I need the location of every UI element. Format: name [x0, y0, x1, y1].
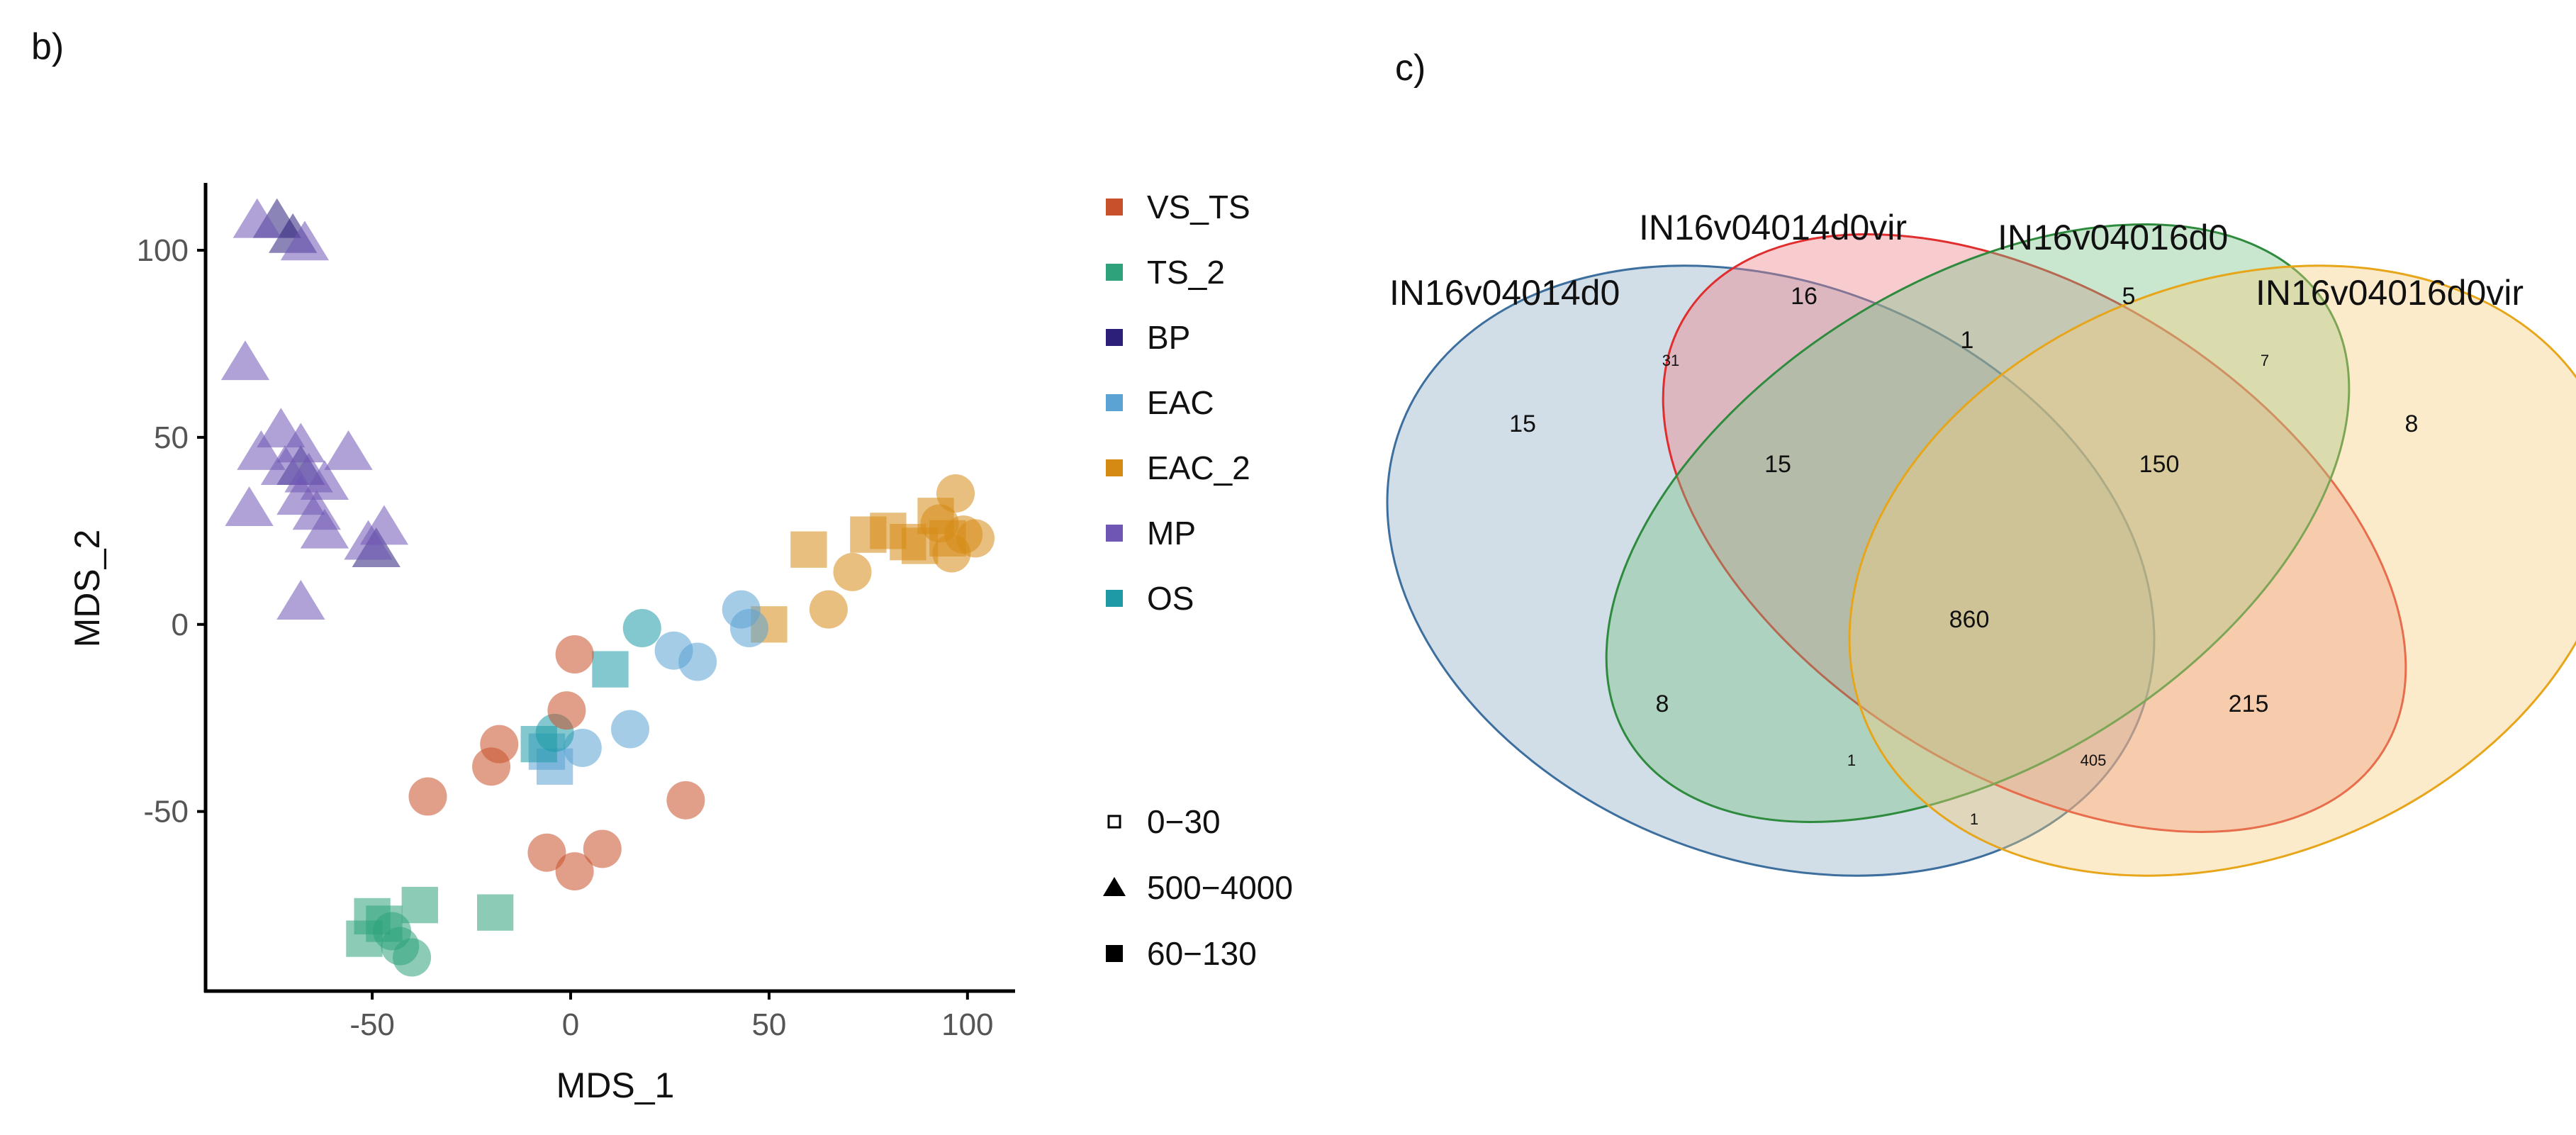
legend-shape-circle — [1107, 815, 1121, 829]
data-point-mp — [233, 198, 281, 238]
venn-diagram: IN16v04014d0 IN16v04014d0vir IN16v04016d… — [1386, 208, 2576, 877]
legend-swatch — [1106, 329, 1123, 346]
legend-swatch — [1106, 525, 1123, 542]
data-point-mp — [237, 430, 286, 470]
data-point-eac — [610, 710, 649, 749]
venn-set-4 — [1848, 264, 2576, 877]
legend-label: EAC_2 — [1147, 449, 1250, 486]
data-point-os — [592, 651, 629, 688]
x-tick-label: 50 — [751, 1007, 786, 1042]
legend-label: MP — [1147, 515, 1196, 552]
legend-label: OS — [1147, 580, 1194, 617]
data-point-eac-2 — [901, 527, 939, 564]
venn-set-label-3: IN16v04016d0 — [1998, 218, 2228, 257]
legend-label: 0−30 — [1147, 803, 1221, 840]
legend-swatch — [1106, 199, 1123, 216]
data-point-eac — [729, 609, 768, 648]
y-tick-label: -50 — [143, 795, 189, 829]
data-point-os — [520, 726, 557, 763]
data-point-vs-ts — [583, 829, 622, 868]
legend-swatch — [1106, 590, 1123, 607]
data-point-vs-ts — [527, 833, 566, 872]
venn-count: 5 — [2122, 283, 2136, 310]
legend-label: EAC — [1147, 384, 1214, 421]
y-axis-title: MDS_2 — [67, 530, 107, 648]
venn-count: 150 — [2139, 451, 2180, 478]
data-point-vs-ts — [555, 852, 594, 891]
data-point-ts-2 — [393, 938, 432, 977]
data-point-mp — [300, 508, 349, 549]
data-point-mp — [344, 520, 393, 560]
legend-swatch — [1106, 459, 1123, 476]
venn-count: 215 — [2229, 690, 2269, 717]
x-tick-label: -50 — [349, 1007, 395, 1042]
venn-count: 860 — [1949, 606, 1990, 633]
venn-count: 31 — [1662, 352, 1679, 369]
venn-set-3 — [1605, 223, 2351, 823]
data-point-vs-ts — [472, 747, 511, 786]
x-axis-title: MDS_1 — [556, 1066, 675, 1105]
data-point-vs-ts — [555, 635, 594, 673]
panel-label-b: b) — [31, 26, 65, 67]
venn-count: 15 — [1764, 451, 1791, 478]
data-point-os — [622, 609, 661, 648]
data-point-eac-2 — [833, 552, 872, 591]
legend-swatch — [1106, 394, 1123, 411]
data-point-mp — [300, 460, 349, 501]
venn-count: 15 — [1509, 410, 1536, 437]
panel-label-c: c) — [1395, 47, 1426, 89]
data-point-mp — [324, 430, 373, 470]
data-point-eac-2 — [809, 590, 848, 629]
legend-label: VS_TS — [1147, 189, 1250, 225]
venn-count: 1 — [1970, 810, 1978, 828]
data-point-mp — [225, 486, 274, 527]
legend-swatch — [1106, 264, 1123, 281]
venn-count: 8 — [2405, 410, 2419, 437]
data-point-vs-ts — [408, 777, 447, 816]
scatter-points — [220, 198, 995, 977]
data-point-ts-2 — [477, 894, 514, 931]
x-tick-label: 100 — [941, 1007, 993, 1042]
venn-count: 7 — [2261, 352, 2269, 369]
venn-count: 16 — [1791, 283, 1818, 310]
venn-set-1 — [1386, 264, 2156, 877]
legend-label: BP — [1147, 319, 1190, 356]
venn-count: 1 — [1847, 751, 1856, 769]
y-tick-label: 50 — [154, 420, 189, 455]
data-point-eac — [678, 642, 717, 681]
legend-label: 60−130 — [1147, 935, 1257, 972]
legend-label: 500−4000 — [1147, 869, 1293, 906]
data-point-mp — [280, 220, 330, 261]
scatter-legend: VS_TS TS_2 BP EAC EAC_2 MP OS 0−30 500−4000 60−13… — [1103, 189, 1293, 972]
data-point-vs-ts — [547, 691, 586, 730]
venn-set-label-2: IN16v04014d0vir — [1639, 208, 1907, 247]
data-point-mp — [220, 340, 270, 381]
data-point-ts-2 — [401, 886, 438, 924]
x-tick-label: 0 — [562, 1007, 579, 1042]
venn-count: 405 — [2081, 751, 2107, 769]
y-tick-label: 100 — [137, 233, 189, 268]
legend-shape-square — [1106, 945, 1123, 962]
data-point-mp — [276, 580, 325, 620]
venn-count: 8 — [1656, 690, 1669, 717]
y-tick-label: 0 — [172, 608, 189, 642]
venn-set-label-1: IN16v04014d0 — [1389, 273, 1620, 313]
venn-set-label-4: IN16v04016d0vir — [2256, 273, 2524, 313]
data-point-vs-ts — [666, 781, 705, 820]
venn-count: 1 — [1961, 327, 1974, 354]
data-point-ts-2 — [346, 920, 383, 957]
legend-shape-triangle — [1103, 877, 1126, 896]
data-point-eac-2 — [790, 531, 827, 568]
venn-set-2 — [1662, 233, 2407, 833]
axis-ticks: -50 0 50 100 100 50 0 -50 — [137, 233, 994, 1042]
mds-scatter-plot: -50 0 50 100 100 50 0 -50 MDS_1 MDS_2 VS_TS TS_2… — [67, 183, 1293, 1105]
legend-label: TS_2 — [1147, 254, 1225, 291]
